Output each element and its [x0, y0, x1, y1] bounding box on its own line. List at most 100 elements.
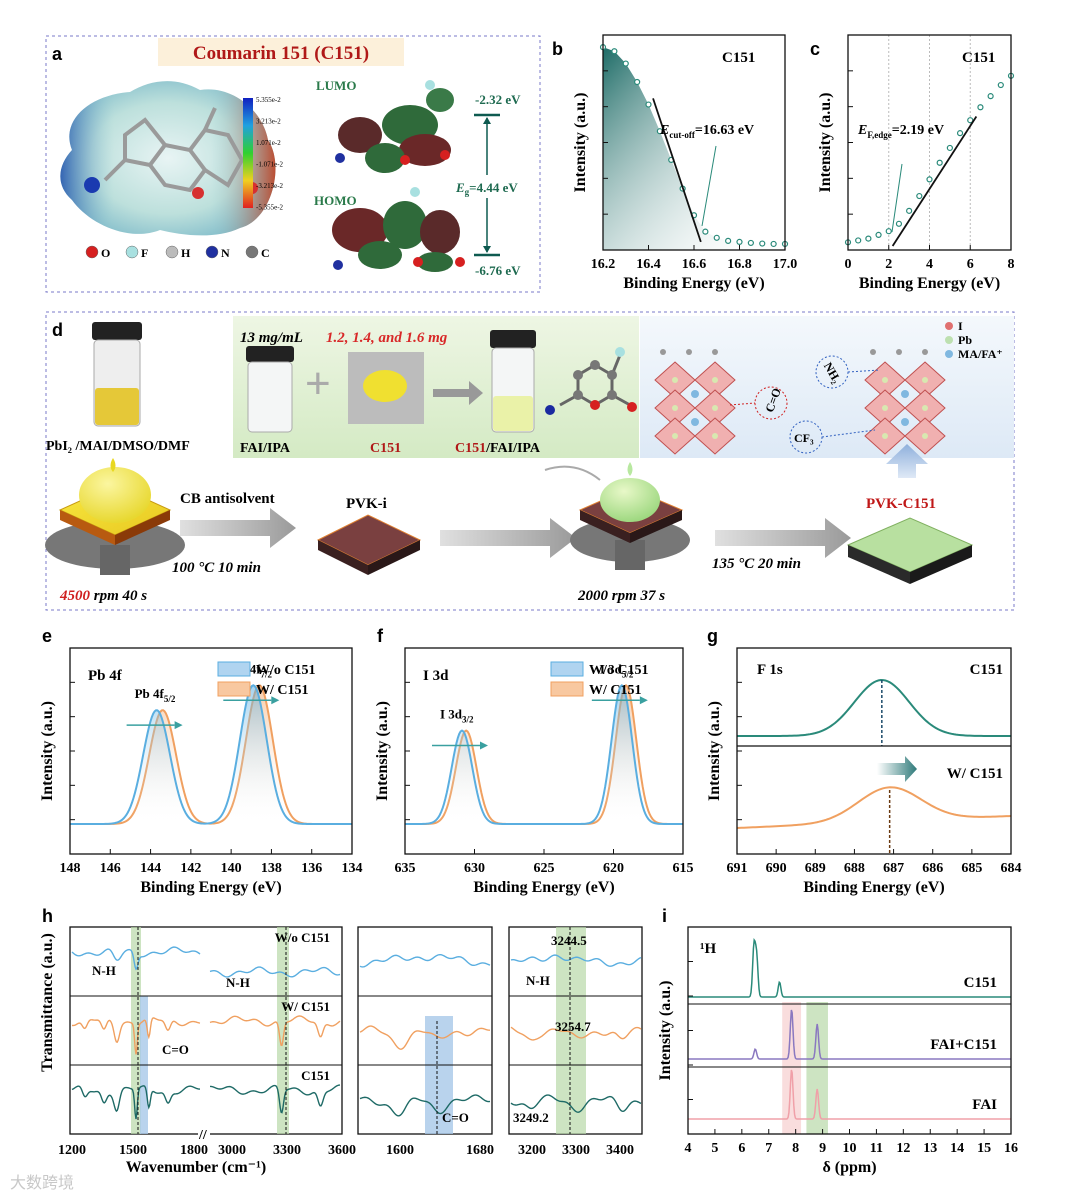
peak-label-sub: 5/2 — [622, 669, 634, 679]
perovskite-lattice — [654, 349, 946, 455]
green-box — [233, 316, 639, 458]
panel-h: h // 1200 1500 1800 3000 3300 3600 Transmittance… — [39, 906, 643, 1176]
data-point — [977, 104, 984, 111]
annotation-symbol: E — [659, 123, 669, 138]
panel-c: c 0 2 4 6 8 Binding Energy (eV) Intensity (a.u.… — [810, 34, 1015, 292]
data-point — [855, 237, 862, 244]
ftir-spectrum — [71, 946, 201, 971]
x-tick-label: 625 — [534, 861, 555, 876]
nmr-spectrum — [688, 937, 1011, 998]
data-point — [967, 117, 974, 124]
shift-arrow-head — [174, 721, 183, 730]
substrate-pvk-i — [316, 514, 422, 575]
series-label: C151 — [964, 975, 997, 991]
homo-orbital — [332, 187, 465, 272]
x-tick-label: 10 — [843, 1141, 857, 1156]
peak-fill-wo — [405, 685, 683, 824]
highlight-green — [806, 1002, 828, 1134]
legend-swatch — [550, 661, 584, 677]
x-tick-label: 690 — [766, 861, 787, 876]
spectrum-w — [70, 684, 352, 825]
legend-swatch — [217, 661, 251, 677]
data-point — [906, 207, 913, 214]
panel-a: a Coumarin 151 (C151) 5.355e-2 3.213e-2 1.… — [45, 35, 541, 293]
vial-mixture — [490, 330, 536, 433]
series-label: FAI+C151 — [930, 1037, 997, 1053]
x-axis-title: Binding Energy (eV) — [140, 879, 281, 896]
ftir-spectrum — [510, 1094, 642, 1113]
panel-g-label: g — [707, 626, 718, 646]
series-label: C151 — [970, 662, 1003, 678]
data-point — [946, 144, 953, 152]
legend-atom-N — [205, 245, 219, 259]
x-tick-label: 16.2 — [591, 257, 616, 272]
vial-fai — [246, 346, 294, 433]
series-label: W/ C151 — [281, 999, 330, 1014]
x-tick-label: 6 — [738, 1141, 745, 1156]
colorbar — [243, 98, 253, 208]
legend-label: MA/FA⁺ — [958, 347, 1003, 361]
x-tick-label: 1600 — [386, 1143, 414, 1158]
curve-arrow — [544, 465, 601, 481]
cation — [901, 390, 909, 398]
chart-title: F 1s — [757, 662, 783, 678]
peak-label-sub: 3/2 — [462, 715, 474, 725]
chart-title: I 3d — [423, 668, 449, 684]
data-point — [936, 159, 943, 166]
peak-label-sub: 7/2 — [261, 669, 273, 679]
substrate-2 — [570, 462, 690, 570]
peak-label-sub: 5/2 — [164, 694, 176, 704]
x-tick-label: 3300 — [562, 1143, 590, 1158]
step2-label: 100 °C 10 min — [172, 560, 261, 576]
panel-i-label: i — [662, 906, 667, 926]
x-tick-label: 686 — [922, 861, 943, 876]
lumo-label: LUMO — [316, 78, 356, 93]
data-point — [702, 228, 709, 235]
peak-fill-wo — [70, 685, 352, 824]
x-tick-label: 685 — [961, 861, 982, 876]
y-axis-title: Transmittance (a.u.) — [39, 933, 56, 1072]
annotation: N-H — [92, 963, 116, 978]
gap-label: Eg=4.44 eV — [455, 180, 518, 197]
legend-label: F — [141, 246, 148, 260]
x-tick-label: 12 — [896, 1141, 910, 1156]
panel-b-label: b — [552, 39, 563, 59]
x-tick-label: 3400 — [606, 1143, 634, 1158]
annotation-sub: F,edge — [867, 130, 891, 140]
annotation-arrow — [891, 163, 903, 233]
x-tick-label: 134 — [342, 861, 363, 876]
data-point — [926, 176, 933, 183]
data-point — [736, 238, 743, 245]
conc-label: 13 mg/mL — [240, 330, 303, 346]
y-axis-title: Intensity (a.u.) — [706, 701, 723, 801]
x-tick-label: 635 — [395, 861, 416, 876]
data-point — [713, 234, 720, 241]
chart-title: ¹H — [700, 941, 716, 957]
vial-precursor — [92, 322, 142, 427]
panel-a-title: Coumarin 151 (C151) — [193, 43, 369, 64]
legend-label: Pb — [958, 333, 972, 347]
colorbar-tick: 3.213e-2 — [256, 118, 281, 126]
legend-atom-O — [85, 245, 99, 259]
legend-label: W/o C151 — [589, 663, 649, 678]
panel-d: d PbI₂ /MAI/DMSO/DMF 13 mg/mL 1.2, 1.4, … — [45, 311, 1015, 611]
legend-label: O — [101, 246, 110, 260]
x-tick-label: 9 — [819, 1141, 826, 1156]
ftir-spectrum — [359, 1025, 491, 1050]
homo-label: HOMO — [314, 193, 357, 208]
lumo-energy: -2.32 eV — [475, 92, 521, 107]
pb-atom — [922, 405, 928, 411]
molecule-atom — [686, 349, 692, 355]
legend-atom-C — [245, 245, 259, 259]
y-axis-title: Intensity (a.u.) — [374, 701, 391, 801]
ftir-spectrum — [209, 1015, 341, 1047]
chart-title: C151 — [962, 50, 995, 66]
lumo-orbital — [335, 80, 454, 173]
ftir-spectrum — [209, 1084, 341, 1114]
axis-break — [198, 1130, 210, 1138]
spectrum-c151 — [737, 679, 1011, 737]
chart-title: Pb 4f — [88, 668, 123, 684]
panel-b: b 16.2 16.4 16.6 16.8 17.0 Binding Energy (eV)… — [552, 34, 797, 292]
powder — [363, 370, 407, 402]
